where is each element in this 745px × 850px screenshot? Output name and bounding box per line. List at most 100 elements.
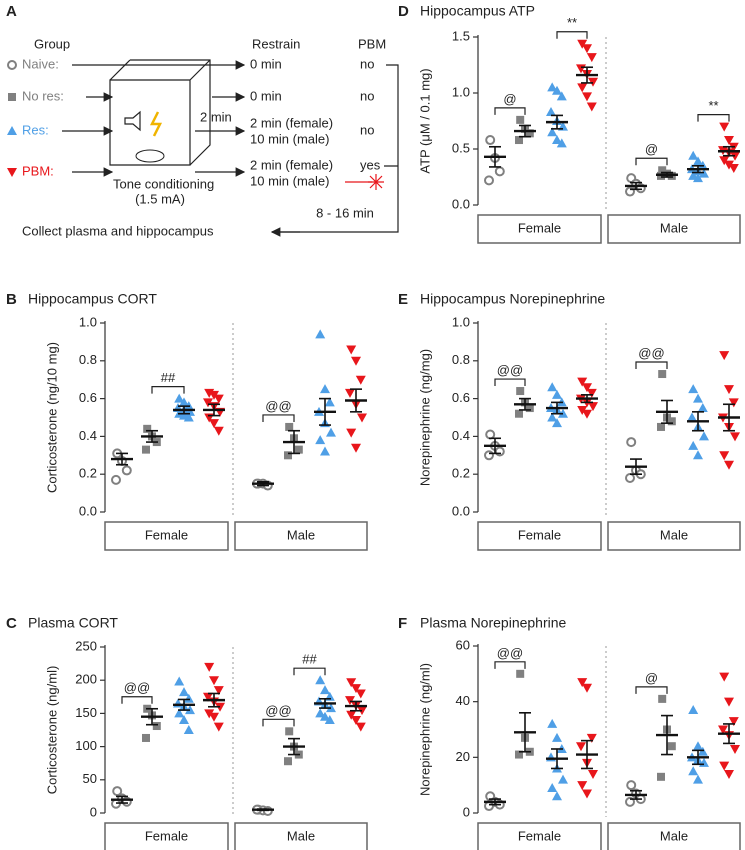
significance-label: @@ [265, 398, 291, 413]
wait-time: 8 - 16 min [316, 205, 374, 220]
data-point [547, 127, 558, 137]
data-point [687, 412, 697, 422]
significance-label: @@ [124, 680, 150, 695]
data-point [174, 393, 185, 403]
data-point [515, 750, 523, 759]
data-point [719, 122, 730, 132]
y-tick-label: 1.0 [452, 84, 470, 99]
significance-bracket [494, 107, 526, 115]
data-point [547, 718, 558, 728]
data-point [688, 440, 699, 450]
restrain: 2 min (female) [250, 115, 333, 130]
data-point [324, 715, 335, 725]
restrain: 10 min (male) [250, 173, 329, 188]
data-point [285, 727, 294, 736]
data-point [730, 744, 740, 754]
data-point [577, 377, 588, 387]
data-point [209, 676, 219, 686]
data-point [174, 708, 185, 718]
data-point [355, 375, 366, 385]
significance-label: ## [161, 370, 176, 385]
data-point [326, 427, 336, 437]
y-tick-label: 0.8 [79, 352, 97, 367]
data-point [142, 445, 150, 454]
data-point [183, 725, 194, 734]
chart-title: Hippocampus CORT [28, 291, 157, 307]
data-point [525, 129, 534, 138]
y-tick-label: 1.0 [79, 314, 97, 329]
data-point [657, 772, 665, 781]
data-point [143, 424, 152, 433]
significance-bracket [262, 718, 295, 727]
category-box [104, 822, 229, 850]
data-point [346, 345, 357, 355]
data-point [346, 428, 357, 438]
data-point [582, 92, 592, 102]
data-point [724, 770, 734, 780]
category-box [607, 521, 741, 551]
data-point [213, 722, 224, 732]
significance-label: @@ [265, 703, 291, 718]
y-tick-label: 0.2 [79, 466, 97, 481]
y-axis-label: Norepinephrine (ng/mg) [417, 349, 432, 486]
x-tick-label: Female [518, 527, 561, 542]
data-point [351, 356, 361, 366]
data-point [724, 460, 734, 470]
significance-label: @ [645, 142, 658, 157]
data-point [625, 472, 635, 483]
data-point [357, 413, 367, 423]
data-point [315, 435, 326, 445]
data-point [315, 708, 326, 718]
data-point [556, 91, 567, 101]
data-point [284, 757, 292, 766]
category-box [234, 822, 368, 850]
data-point [547, 82, 558, 92]
category-box [477, 521, 602, 551]
data-point [626, 437, 637, 448]
y-tick-label: 60 [456, 637, 470, 652]
y-tick-label: 0.2 [452, 466, 470, 481]
significance-bracket [262, 414, 295, 422]
data-point [719, 451, 730, 461]
significance-label: @ [503, 91, 516, 106]
diagram: A Group Restrain PBM Naive: No res: Res:… [6, 3, 399, 238]
box-label: (1.5 mA) [135, 191, 185, 206]
data-point [724, 160, 734, 170]
data-point [588, 402, 598, 412]
significance-bracket [293, 667, 326, 676]
data-point [351, 443, 361, 453]
pbm: no [360, 88, 374, 103]
x-tick-label: Male [660, 220, 688, 235]
data-point [556, 138, 567, 148]
y-tick-label: 20 [456, 749, 470, 764]
data-point [484, 175, 494, 186]
pbm: no [360, 56, 374, 71]
data-point [688, 384, 699, 394]
data-point [577, 781, 588, 791]
y-tick-label: 0.0 [79, 503, 97, 518]
transfer-time: 2 min [200, 109, 232, 124]
data-point [485, 135, 496, 146]
panel-label: D [398, 3, 409, 20]
data-point [688, 705, 699, 715]
data-point [355, 689, 366, 699]
data-point [588, 770, 598, 780]
y-tick-label: 50 [83, 771, 97, 786]
data-point [582, 383, 592, 393]
y-tick-label: 0.4 [79, 428, 97, 443]
data-point [547, 782, 558, 792]
chart-title: Hippocampus ATP [420, 3, 535, 19]
header: PBM [358, 36, 386, 51]
data-point [294, 445, 303, 454]
significance-bracket [556, 31, 588, 39]
data-point [552, 389, 562, 399]
y-tick-label: 0.0 [452, 503, 470, 518]
icon [7, 126, 17, 135]
data-point [320, 711, 330, 721]
x-tick-label: Female [518, 828, 561, 843]
data-point [213, 394, 224, 404]
data-point [179, 715, 189, 725]
data-point [179, 687, 189, 697]
data-point [724, 697, 734, 707]
mouse [135, 149, 165, 163]
